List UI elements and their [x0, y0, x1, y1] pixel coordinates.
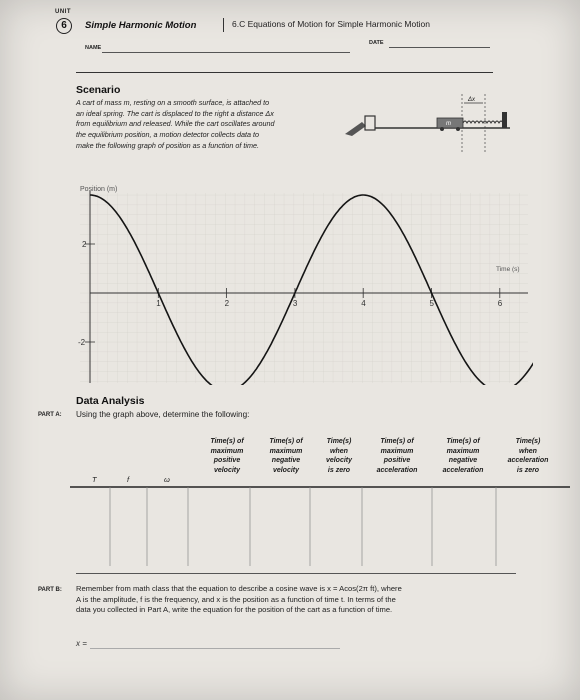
- col-head-line: Time(s): [326, 438, 352, 445]
- x-axis-label: Time (s): [496, 266, 520, 273]
- scenario-line: A cart of mass m, resting on a smooth su…: [76, 98, 270, 107]
- col-head-line: Time(s) of: [269, 438, 303, 445]
- answer-table-cells[interactable]: [72, 490, 566, 564]
- scenario-line: make the following graph of position as …: [76, 140, 259, 150]
- name-label: NAME: [85, 45, 102, 51]
- col-head-line: maximum: [446, 447, 480, 455]
- answer-label: x =: [76, 639, 87, 648]
- date-field[interactable]: [389, 47, 490, 48]
- scenario-line: the equilibrium position, a motion detec…: [76, 130, 259, 140]
- col-period-T: T: [92, 475, 97, 484]
- x-tick-label: 1: [156, 299, 161, 308]
- part-a-label: PART A:: [38, 412, 62, 418]
- col-head-line: acceleration: [376, 466, 418, 474]
- part-b-line: A is the amplitude, f is the frequency, …: [76, 594, 396, 604]
- answer-table: [70, 486, 570, 566]
- part-b-line: Remember from math class that the equati…: [76, 584, 402, 593]
- col-head-line: maximum: [269, 447, 303, 455]
- col-acceleration-zero: Time(s) when acceleration is zero: [496, 437, 560, 475]
- y-tick-label: -2: [78, 338, 86, 347]
- graph-grid: [80, 193, 528, 383]
- col-frequency-f: f: [127, 475, 130, 484]
- col-max-negative-acceleration: Time(s) of maximum negative acceleration: [428, 437, 498, 475]
- part-b-instructions: Remember from math class that the equati…: [76, 584, 516, 616]
- col-head-line: Time(s): [515, 438, 541, 445]
- x-tick-label: 6: [498, 299, 503, 308]
- col-head-line: is zero: [516, 466, 540, 474]
- unit-number-badge: 6: [56, 18, 72, 34]
- unit-label: UNIT: [55, 9, 71, 15]
- part-b-label: PART B:: [38, 587, 62, 593]
- col-head-line: is zero: [327, 466, 351, 474]
- col-max-positive-acceleration: Time(s) of maximum positive acceleration: [362, 437, 432, 475]
- col-head-line: Time(s) of: [446, 438, 480, 445]
- x-tick-label: 2: [225, 299, 230, 308]
- col-head-line: acceleration: [507, 457, 549, 464]
- x-tick-label: 4: [361, 299, 366, 308]
- col-head-line: acceleration: [442, 466, 484, 474]
- cart-wheel: [440, 127, 444, 131]
- col-velocity-zero: Time(s) when velocity is zero: [313, 437, 365, 475]
- col-max-positive-velocity: Time(s) of maximum positive velocity: [196, 437, 258, 475]
- unit-title: Simple Harmonic Motion: [85, 20, 197, 31]
- col-head-line: Time(s) of: [210, 438, 244, 445]
- col-head-line: when: [519, 447, 537, 455]
- col-head-line: positive: [213, 457, 241, 464]
- part-b-divider: [76, 573, 516, 574]
- col-head-line: negative: [271, 457, 301, 464]
- cart-wheel: [456, 127, 460, 131]
- col-head-line: maximum: [210, 447, 244, 455]
- spring-wall: [502, 112, 507, 128]
- y-tick-group: 2-2-4: [78, 240, 95, 347]
- lesson-title: 6.C Equations of Motion for Simple Harmo…: [232, 19, 430, 29]
- scenario-line: from equilibrium and released. While the…: [76, 119, 275, 129]
- col-head-line: velocity: [272, 466, 300, 474]
- col-head-line: maximum: [380, 447, 414, 455]
- col-head-line: velocity: [213, 466, 241, 474]
- col-head-line: velocity: [325, 457, 353, 464]
- motion-detector-icon: [345, 122, 366, 136]
- cart-mass-label: m: [446, 121, 451, 127]
- detector-stand: [364, 115, 376, 131]
- y-axis-label: Position (m): [80, 186, 117, 193]
- spring-coil: [462, 120, 504, 125]
- scenario-line: an ideal spring. The cart is displaced t…: [76, 108, 274, 118]
- part-b-line: data you collected in Part A, write the …: [76, 605, 393, 614]
- x-tick-label: 5: [430, 299, 435, 308]
- y-tick-label: 2: [82, 240, 87, 249]
- answer-input-line[interactable]: [90, 648, 340, 649]
- title-separator: [223, 18, 224, 32]
- date-label: DATE: [369, 40, 384, 46]
- cart-spring-figure: Δx m: [345, 94, 510, 152]
- col-head-line: Time(s) of: [380, 438, 414, 445]
- col-head-line: negative: [448, 457, 478, 464]
- section-divider: [76, 72, 493, 73]
- data-analysis-heading: Data Analysis: [76, 395, 145, 407]
- dx-label: Δx: [467, 97, 476, 103]
- scenario-heading: Scenario: [76, 84, 121, 96]
- scenario-text: A cart of mass m, resting on a smooth su…: [76, 98, 330, 152]
- position-curve: [89, 194, 533, 385]
- col-head-line: when: [330, 447, 348, 455]
- part-a-instructions: Using the graph above, determine the fol…: [76, 410, 250, 419]
- col-head-line: positive: [383, 457, 411, 464]
- x-tick-label: 3: [293, 299, 298, 308]
- col-angular-frequency-omega: ω: [164, 475, 170, 484]
- name-field[interactable]: [102, 52, 350, 53]
- col-max-negative-velocity: Time(s) of maximum negative velocity: [256, 437, 316, 475]
